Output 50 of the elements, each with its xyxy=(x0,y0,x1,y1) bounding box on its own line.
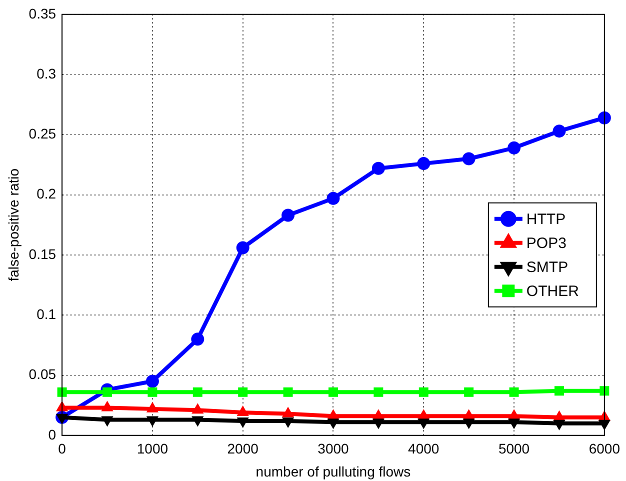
point xyxy=(600,386,610,396)
point xyxy=(102,401,113,412)
point xyxy=(552,124,566,138)
point xyxy=(282,407,294,418)
point xyxy=(191,332,204,346)
point xyxy=(146,374,159,388)
point xyxy=(326,192,340,205)
x-tick-label: 3000 xyxy=(318,440,350,457)
x-tick-label: 6000 xyxy=(588,440,620,457)
point xyxy=(283,387,293,397)
y-tick-label: 0.25 xyxy=(28,126,56,142)
point xyxy=(236,241,250,254)
y-axis-title: false-positive ratio xyxy=(5,168,22,282)
x-tick-label: 5000 xyxy=(498,440,530,457)
point xyxy=(462,152,476,166)
legend-label: HTTP xyxy=(526,211,566,228)
point xyxy=(464,387,474,397)
point xyxy=(57,387,67,397)
point xyxy=(102,387,112,397)
point xyxy=(417,157,430,170)
point xyxy=(282,208,295,222)
legend-label: SMTP xyxy=(526,259,568,276)
x-axis-title: number of pulluting flows xyxy=(256,463,411,480)
point xyxy=(237,406,249,416)
y-tick-label: 0.2 xyxy=(36,186,56,202)
y-tick-label: 0 xyxy=(48,426,56,442)
point xyxy=(148,387,158,397)
legend-label: OTHER xyxy=(526,283,580,300)
y-tick-label: 0.3 xyxy=(36,65,56,82)
point xyxy=(192,404,204,414)
y-tick-label: 0.15 xyxy=(28,246,56,262)
point xyxy=(509,387,519,397)
x-tick-label: 0 xyxy=(58,440,66,457)
point xyxy=(374,387,384,397)
x-tick-label: 4000 xyxy=(408,440,440,457)
x-tick-label: 2000 xyxy=(227,440,259,457)
point xyxy=(238,387,248,397)
point xyxy=(598,111,611,124)
x-tick-label: 1000 xyxy=(136,440,168,457)
point xyxy=(554,386,564,396)
point xyxy=(418,387,428,397)
legend-label: POP3 xyxy=(526,235,566,252)
y-tick-label: 0.35 xyxy=(28,5,56,22)
point xyxy=(328,387,338,397)
point xyxy=(372,162,385,175)
y-tick-label: 0.05 xyxy=(28,366,56,382)
point xyxy=(192,387,202,397)
point xyxy=(146,402,158,412)
y-tick-label: 0.1 xyxy=(36,306,56,322)
point xyxy=(508,141,521,154)
